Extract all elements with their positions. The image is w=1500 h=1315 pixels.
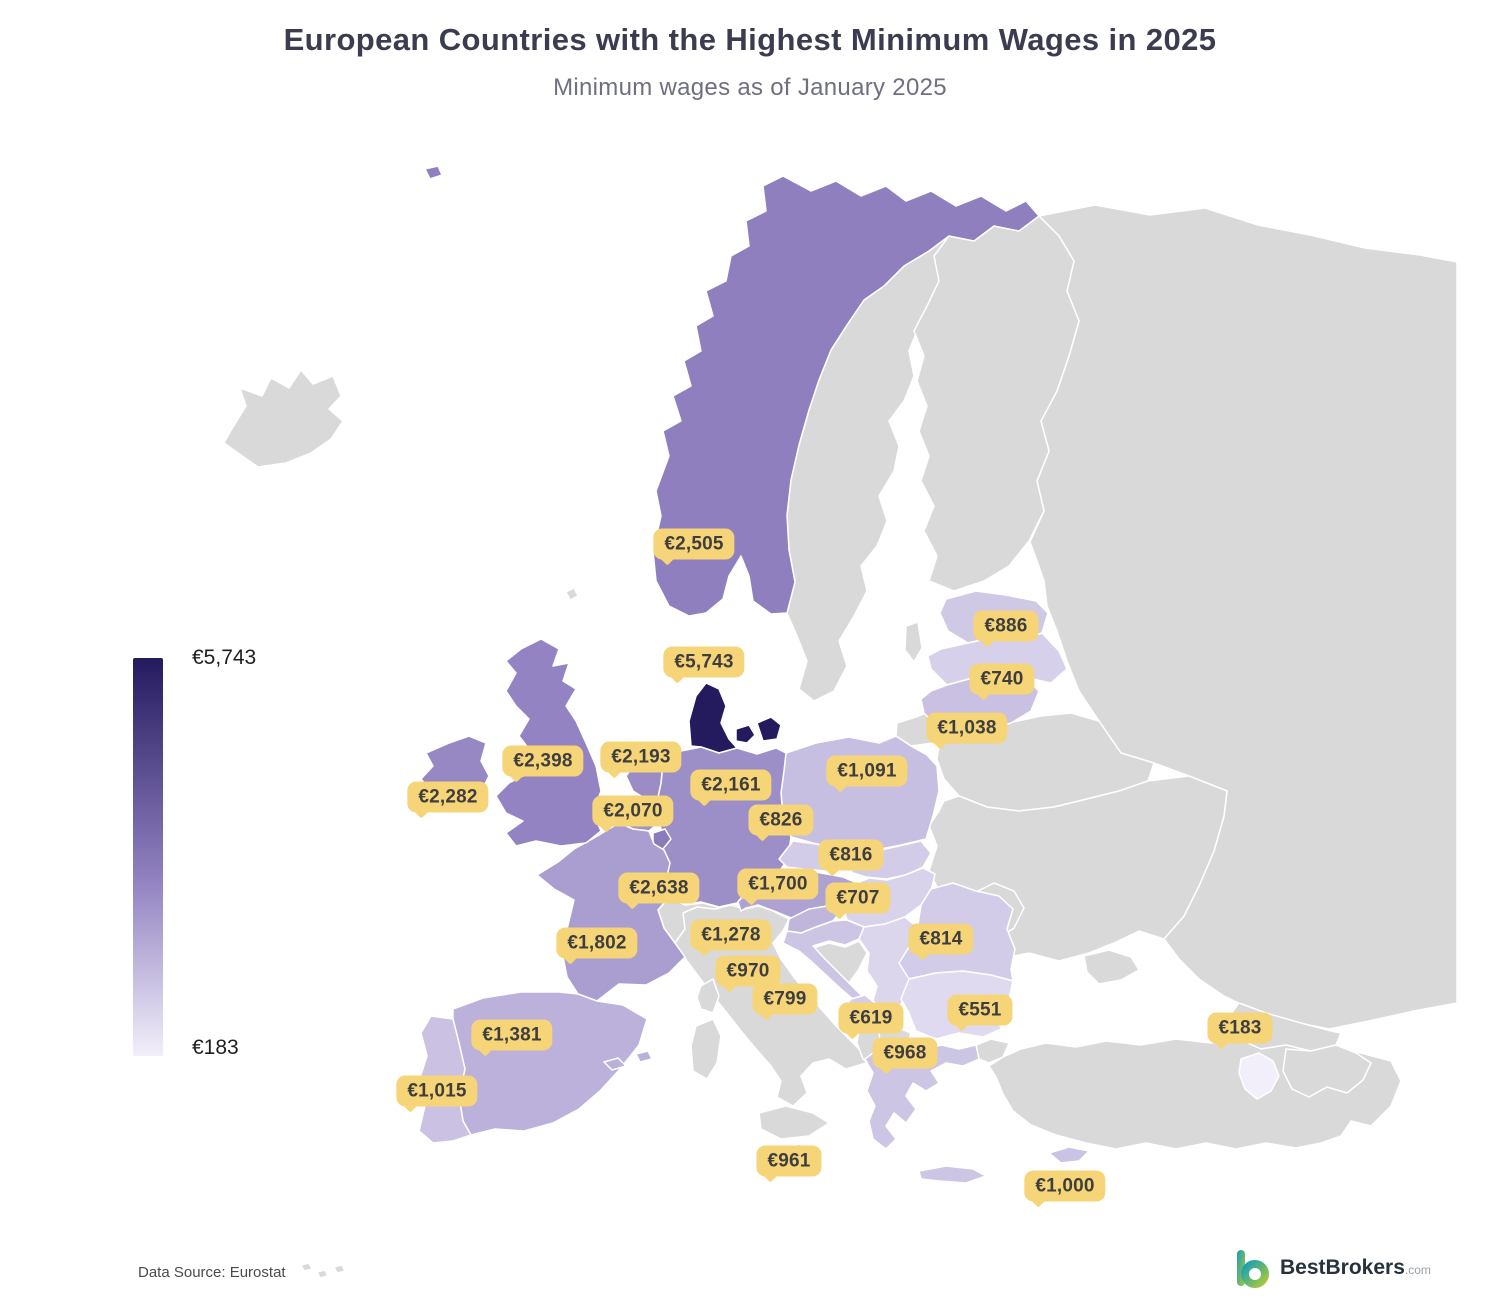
- country-poland: [780, 735, 940, 852]
- island-crete: [918, 1165, 987, 1184]
- country-croatia: [782, 919, 866, 1002]
- country-denmark: [688, 682, 738, 754]
- island-speck-1: [300, 1262, 313, 1272]
- region-crimea: [1083, 949, 1140, 985]
- country-azerbaijan: [1282, 1044, 1372, 1098]
- page-subtitle: Minimum wages as of January 2025: [553, 74, 947, 101]
- island-sardinia: [690, 1018, 722, 1080]
- island-zealand: [756, 716, 782, 742]
- island-norway-arctic: [424, 165, 443, 180]
- country-ireland: [420, 735, 490, 814]
- country-norway: [652, 175, 1040, 617]
- island-gotland: [904, 621, 923, 663]
- bestbrokers-logo: BestBrokers.com: [1233, 1248, 1431, 1288]
- data-source-note: Data Source: Eurostat: [138, 1264, 286, 1281]
- country-iceland: [223, 369, 344, 468]
- page-title: European Countries with the Highest Mini…: [283, 22, 1217, 57]
- bestbrokers-logo-text: BestBrokers: [1280, 1256, 1405, 1279]
- country-cyprus: [1048, 1146, 1090, 1164]
- island-funen: [735, 724, 756, 744]
- legend-min-label: €183: [192, 1036, 239, 1059]
- country-greece: [864, 1044, 980, 1150]
- island-balearic-1: [603, 1057, 627, 1071]
- island-speck-2: [316, 1269, 329, 1279]
- country-malta: [791, 1143, 804, 1153]
- island-shetland: [565, 587, 579, 601]
- bestbrokers-logo-icon: [1237, 1250, 1269, 1288]
- island-speck-3: [333, 1264, 346, 1274]
- country-bulgaria: [900, 970, 1014, 1040]
- country-netherlands: [625, 750, 664, 807]
- country-estonia: [939, 590, 1049, 644]
- legend-max-label: €5,743: [192, 646, 257, 669]
- country-latvia: [927, 632, 1068, 686]
- island-sicily: [758, 1105, 830, 1140]
- island-corsica: [696, 978, 720, 1014]
- country-finland: [913, 215, 1080, 592]
- country-united-kingdom: [495, 638, 602, 847]
- legend-gradient-bar: [133, 658, 163, 1056]
- island-balearic-2: [635, 1050, 653, 1063]
- bestbrokers-logo-suffix: .com: [1404, 1263, 1431, 1277]
- country-armenia: [1238, 1052, 1280, 1100]
